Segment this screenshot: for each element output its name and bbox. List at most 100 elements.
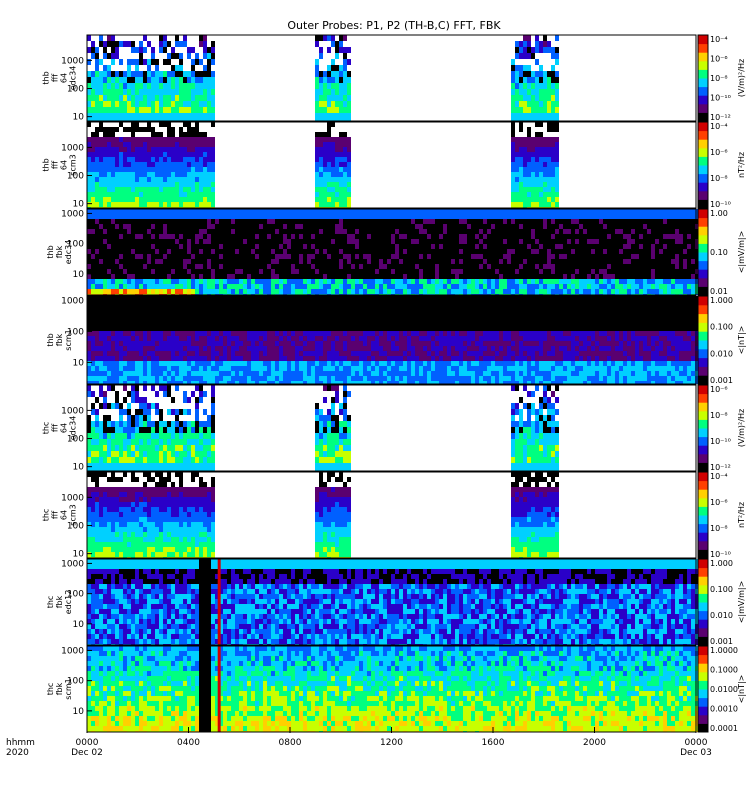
spectral-cell [407, 224, 411, 229]
spectral-cell [155, 157, 159, 162]
spectral-cell [159, 249, 163, 254]
spectral-cell [175, 346, 179, 351]
spectral-cell [183, 177, 187, 182]
spectral-cell [387, 239, 391, 244]
spectral-cell [191, 229, 195, 234]
spectral-cell [371, 279, 375, 284]
spectral-cell [543, 224, 547, 229]
spectral-cell [107, 224, 111, 229]
spectral-cell [411, 209, 415, 214]
spectral-cell [327, 259, 331, 264]
spectral-cell [639, 264, 643, 269]
spectral-cell [135, 219, 139, 224]
spectral-cell [539, 187, 543, 192]
spectral-cell [171, 177, 175, 182]
spectral-cell [131, 162, 135, 167]
spectral-cell [315, 192, 319, 197]
spectral-cell [283, 224, 287, 229]
spectral-cell [135, 202, 139, 207]
spectral-cell [191, 197, 195, 202]
spectral-cell [287, 244, 291, 249]
spectral-cell [171, 167, 175, 172]
spectral-cell [299, 259, 303, 264]
spectral-cell [111, 202, 115, 207]
spectral-cell [363, 229, 367, 234]
spectral-cell [467, 259, 471, 264]
spectral-cell [323, 101, 327, 107]
spectral-cell [223, 289, 227, 294]
spectral-cell [87, 296, 91, 301]
spectral-cell [335, 289, 339, 294]
spectral-cell [123, 311, 127, 316]
spectral-cell [507, 219, 511, 224]
spectral-cell [499, 289, 503, 294]
colorbar-segment [698, 277, 708, 287]
spectral-cell [683, 279, 687, 284]
spectral-cell [479, 244, 483, 249]
spectral-cell [143, 371, 147, 376]
spectral-cell [435, 254, 439, 259]
spectral-cell [303, 219, 307, 224]
spectral-cell [531, 152, 535, 157]
spectral-cell [111, 234, 115, 239]
spectral-cell [347, 95, 351, 101]
spectral-cell [335, 41, 339, 47]
spectral-cell [639, 274, 643, 279]
spectral-cell [339, 152, 343, 157]
spectral-cell [339, 77, 343, 83]
spectral-cell [339, 239, 343, 244]
spectral-cell [339, 259, 343, 264]
spectral-cell [479, 284, 483, 289]
spectral-cell [323, 127, 327, 132]
spectral-cell [603, 224, 607, 229]
spectral-cell [567, 229, 571, 234]
spectral-cell [527, 71, 531, 77]
spectral-cell [167, 219, 171, 224]
spectral-cell [135, 279, 139, 284]
spectral-cell [91, 157, 95, 162]
spectral-cell [311, 229, 315, 234]
spectral-cell [511, 157, 515, 162]
spectral-cell [579, 244, 583, 249]
spectral-cell [643, 274, 647, 279]
spectral-cell [571, 234, 575, 239]
spectral-cell [103, 219, 107, 224]
panel-label: thbfff64scm3 [42, 154, 78, 175]
spectral-cell [191, 107, 195, 113]
spectral-cell [95, 341, 99, 346]
spectral-cell [367, 269, 371, 274]
spectral-cell [523, 239, 527, 244]
spectral-cell [571, 289, 575, 294]
spectral-cell [359, 269, 363, 274]
spectral-cell [251, 264, 255, 269]
spectral-cell [115, 279, 119, 284]
spectral-cell [515, 83, 519, 89]
spectral-cell [99, 234, 103, 239]
spectral-cell [247, 279, 251, 284]
spectral-cell [407, 229, 411, 234]
spectral-cell [255, 239, 259, 244]
spectral-cell [515, 244, 519, 249]
spectral-cell [87, 311, 91, 316]
spectral-cell [555, 254, 559, 259]
spectral-cell [99, 142, 103, 147]
spectral-cell [127, 371, 131, 376]
spectral-cell [491, 224, 495, 229]
spectral-cell [511, 177, 515, 182]
spectral-cell [331, 59, 335, 65]
spectral-cell [523, 197, 527, 202]
spectral-cell [403, 249, 407, 254]
spectral-cell [371, 284, 375, 289]
spectral-cell [511, 83, 515, 89]
spectral-cell [327, 244, 331, 249]
spectral-cell [155, 254, 159, 259]
spectral-cell [375, 284, 379, 289]
spectral-cell [255, 254, 259, 259]
spectral-cell [103, 152, 107, 157]
spectral-cell [187, 187, 191, 192]
spectral-cell [207, 83, 211, 89]
spectral-cell [543, 177, 547, 182]
spectral-cell [199, 71, 203, 77]
spectral-cell [143, 202, 147, 207]
